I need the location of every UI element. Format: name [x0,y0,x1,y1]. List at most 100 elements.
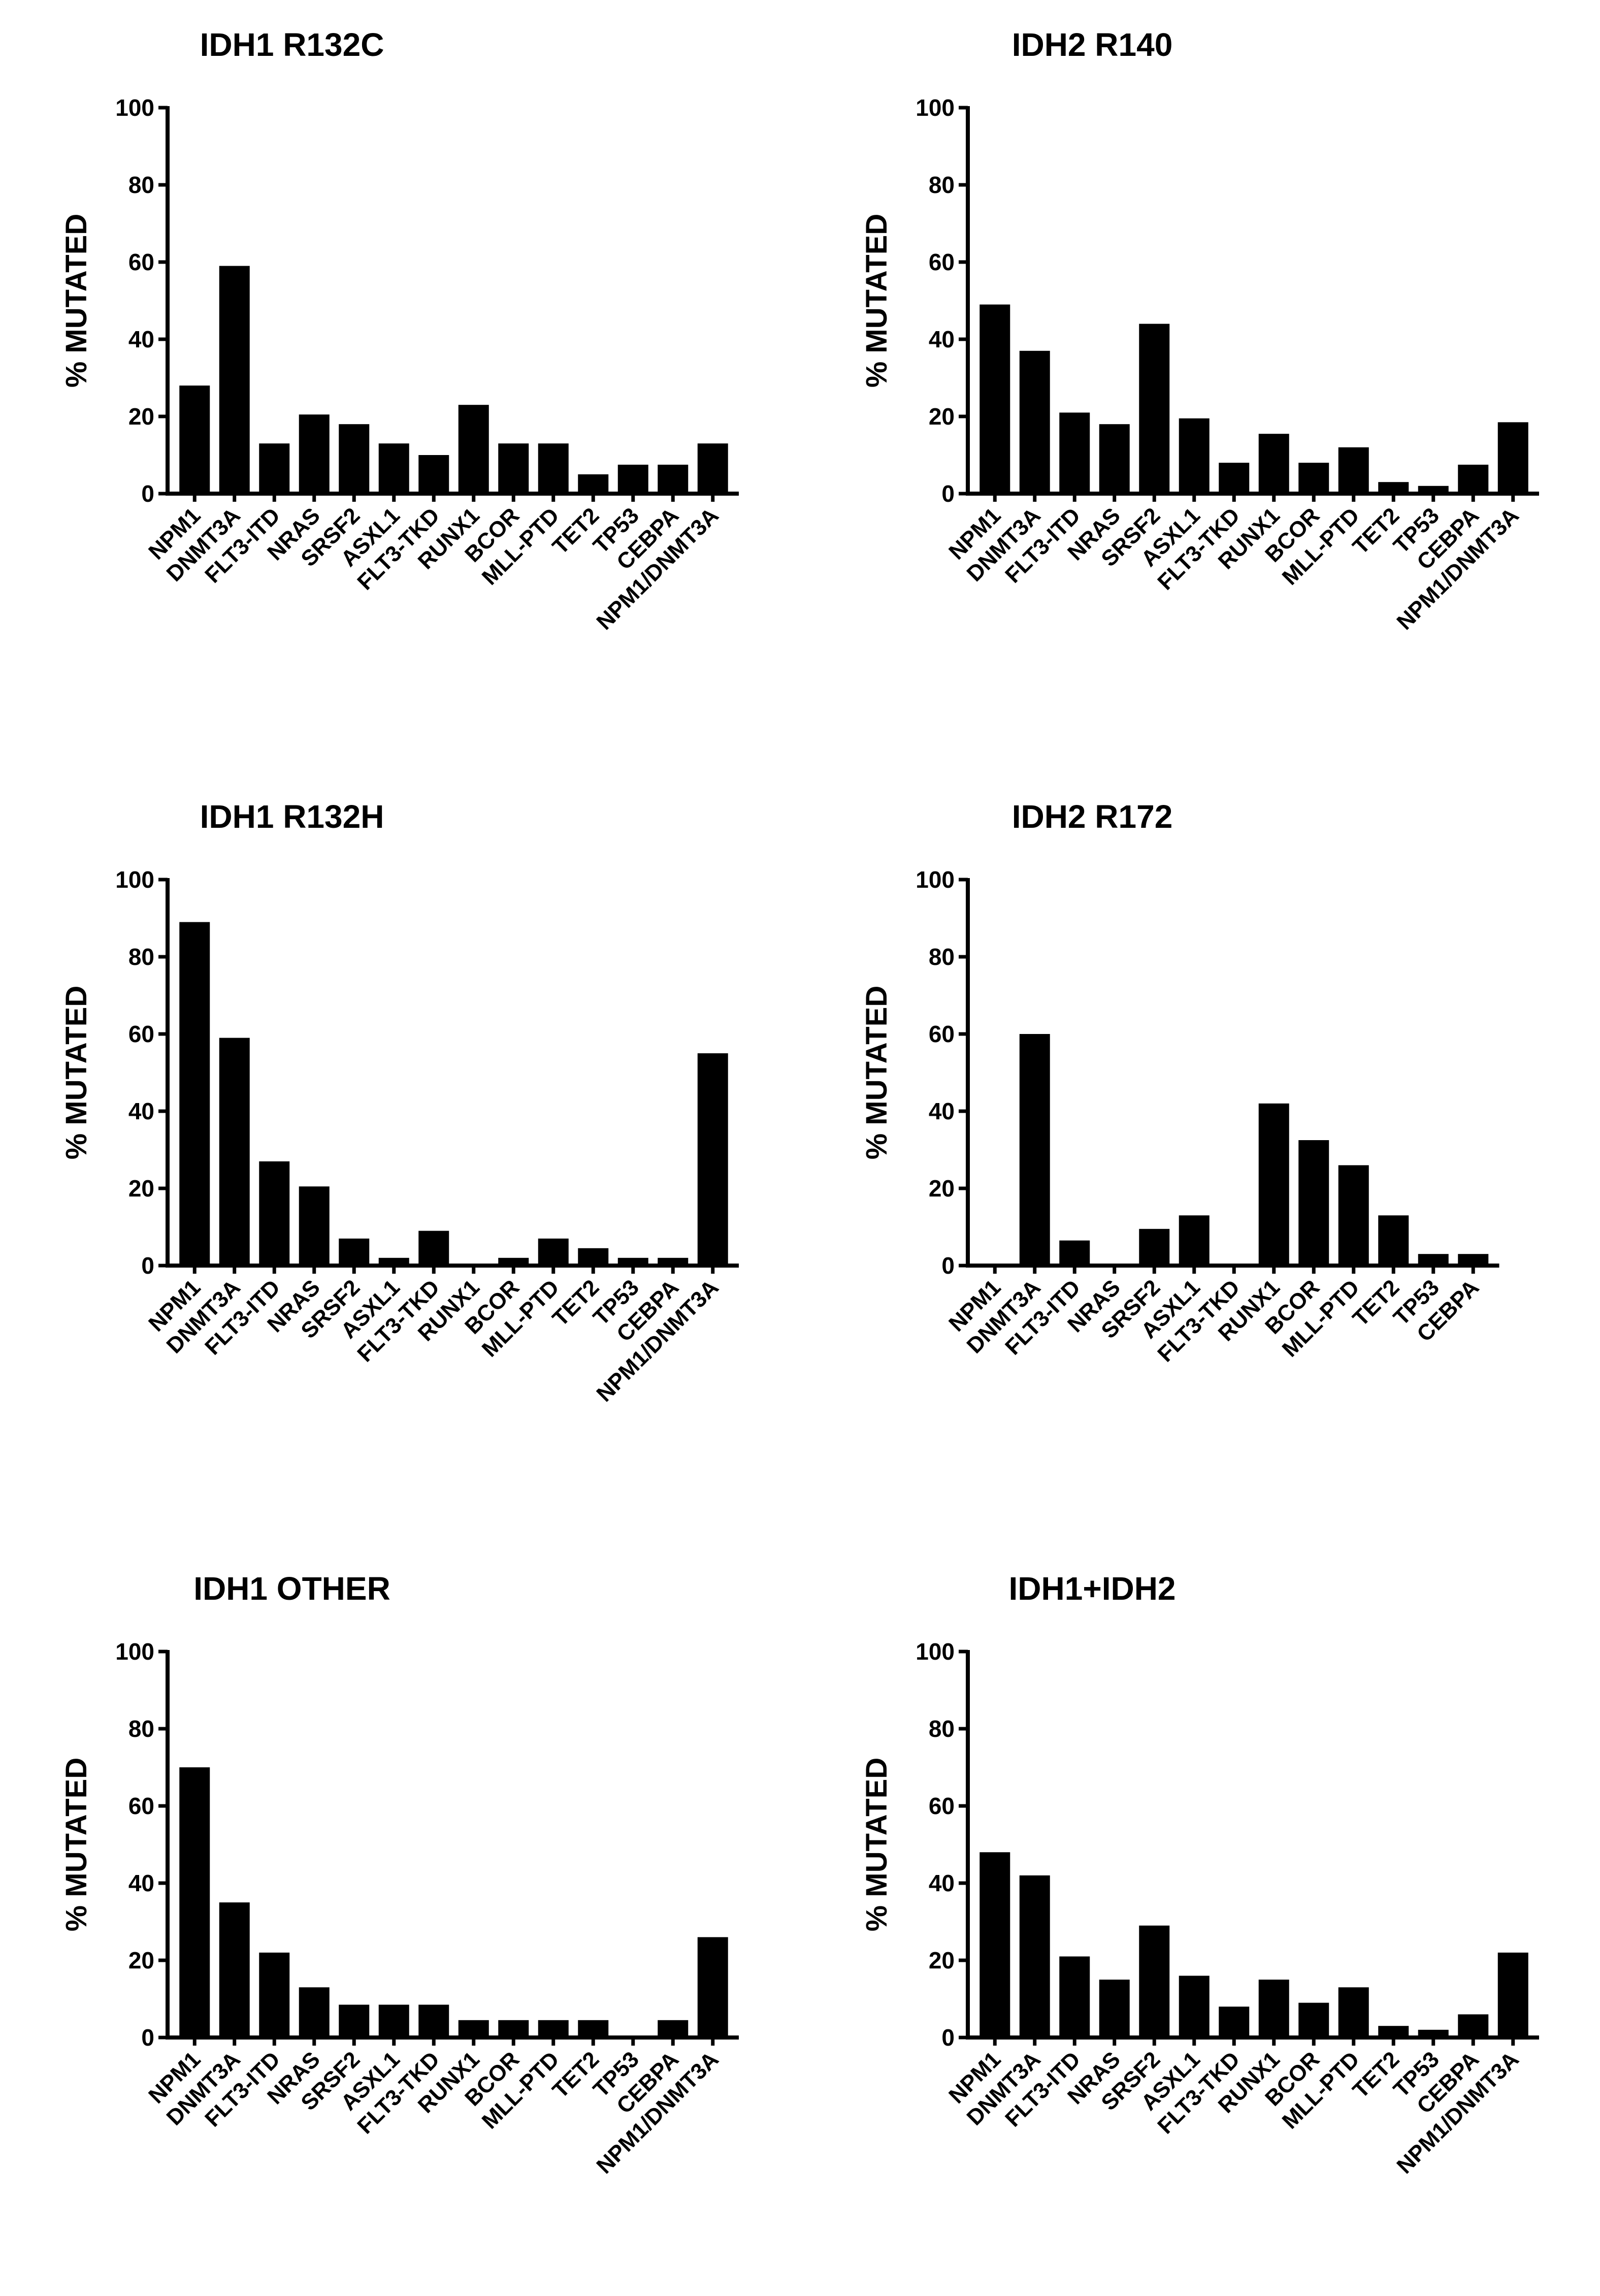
y-tick-label: 100 [916,94,955,121]
bar-srsf2 [1139,1925,1170,2038]
bar-dnmt3a [219,1038,250,1266]
y-tick-label: 0 [941,1252,955,1279]
bar-nras [299,1987,330,2038]
bar-flt3-itd [1059,1956,1090,2038]
bar-flt3-tkd [418,455,449,494]
bar-runx1 [1258,1980,1289,2038]
bar-npm1-dnmt3a [1497,422,1528,494]
y-tick-label: 0 [941,2024,955,2051]
y-tick-label: 80 [929,944,955,970]
y-tick-label: 40 [929,326,955,352]
chart-title: IDH1 R132C [200,26,384,63]
bar-npm1-dnmt3a [697,1053,728,1266]
chart-title: IDH2 R140 [1012,26,1173,63]
bar-asxl1 [1179,1976,1210,2038]
bar-runx1 [458,2020,489,2038]
y-axis-label: % MUTATED [60,1758,93,1932]
y-tick-label: 0 [141,2024,154,2051]
y-tick-label: 20 [929,1947,955,1974]
y-axis-label: % MUTATED [860,1758,893,1932]
chart-panel-4: IDH2 R172% MUTATED 0 20 40 60 80 100 NPM1 DNMT3A… [800,772,1600,1524]
y-tick-label: 0 [941,480,955,507]
bar-npm1 [979,304,1010,494]
bar-flt3-tkd [418,1231,449,1266]
y-tick-label: 100 [916,1638,955,1665]
bar-flt3-itd [1059,1240,1090,1266]
bar-npm1-dnmt3a [697,443,728,494]
y-tick-label: 80 [128,944,154,970]
y-tick-label: 100 [916,866,955,893]
y-axis-label: % MUTATED [860,986,893,1160]
chart-title: IDH2 R172 [1012,798,1173,835]
bar-srsf2 [339,2004,370,2038]
category-label: TET2 [548,2047,604,2103]
y-tick-label: 80 [128,172,154,198]
bar-asxl1 [1179,1215,1210,1266]
y-tick-label: 20 [128,1175,154,1202]
chart-panel-6: IDH1+IDH2% MUTATED 0 20 40 60 80 100 NPM1 DNMT3A… [800,1544,1600,2296]
bar-mll-ptd [538,443,569,494]
bar-mll-ptd [538,2020,569,2038]
bar-cebpa [658,465,689,494]
bar-dnmt3a [1019,350,1050,494]
y-tick-label: 80 [128,1716,154,1742]
bar-bcor [498,443,529,494]
bar-dnmt3a [219,266,250,494]
bar-tet2 [578,474,609,494]
y-tick-label: 20 [929,403,955,430]
chart-title: IDH1+IDH2 [1009,1570,1176,1607]
bar-flt3-itd [259,1161,290,1266]
chart-panel-1: IDH1 R132C% MUTATED 0 20 40 60 80 100 NPM1 DNMT3… [0,0,800,752]
bar-tet2 [578,2020,609,2038]
y-tick-label: 60 [929,1021,955,1047]
y-tick-label: 80 [929,172,955,198]
y-tick-label: 60 [128,1021,154,1047]
y-tick-label: 100 [115,94,154,121]
bar-cebpa [1458,465,1489,494]
bar-tet2 [1378,482,1409,494]
bar-npm1-dnmt3a [1497,1952,1528,2038]
bar-tp53 [1418,1254,1449,1266]
bar-srsf2 [1139,1228,1170,1266]
bar-npm1 [979,1852,1010,2038]
category-label: TET2 [1348,1275,1405,1331]
bar-flt3-itd [259,1952,290,2038]
bar-cebpa [658,2020,689,2038]
bar-chart: IDH1 R132C% MUTATED020406080100NPM1DNMT3… [60,26,739,635]
y-tick-label: 80 [929,1716,955,1742]
bar-flt3-tkd [1219,2007,1250,2038]
chart-title: IDH1 R132H [200,798,384,835]
category-label: TET2 [1348,503,1405,559]
y-tick-label: 20 [128,403,154,430]
y-tick-label: 0 [141,480,154,507]
bar-mll-ptd [1338,1165,1369,1266]
bar-bcor [1298,2002,1329,2038]
y-tick-label: 0 [141,1252,154,1279]
bar-flt3-tkd [418,2004,449,2038]
bar-nras [1099,424,1130,494]
bar-chart: IDH1 R132H% MUTATED020406080100NPM1DNMT3… [60,798,739,1407]
bar-dnmt3a [1019,1875,1050,2038]
category-label: TET2 [548,503,604,559]
bar-npm1-dnmt3a [697,1937,728,2038]
category-label: TET2 [548,1275,604,1331]
bar-cebpa [1458,1254,1489,1266]
bar-bcor [1298,1140,1329,1266]
bar-dnmt3a [219,1902,250,2038]
bar-runx1 [1258,1103,1289,1266]
y-tick-label: 40 [128,1870,154,1896]
bar-flt3-itd [259,443,290,494]
bar-mll-ptd [1338,447,1369,494]
bar-tp53 [617,465,648,494]
y-axis-label: % MUTATED [60,986,93,1160]
y-tick-label: 20 [128,1947,154,1974]
chart-panel-2: IDH2 R140% MUTATED 0 20 40 60 80 100 NPM1 DNMT3A… [800,0,1600,752]
y-axis-label: % MUTATED [60,214,93,388]
bar-asxl1 [1179,418,1210,494]
bar-srsf2 [1139,324,1170,494]
bar-bcor [1298,463,1329,494]
category-label: TET2 [1348,2047,1405,2103]
bar-dnmt3a [1019,1034,1050,1266]
bar-srsf2 [339,424,370,494]
y-tick-label: 40 [929,1098,955,1124]
